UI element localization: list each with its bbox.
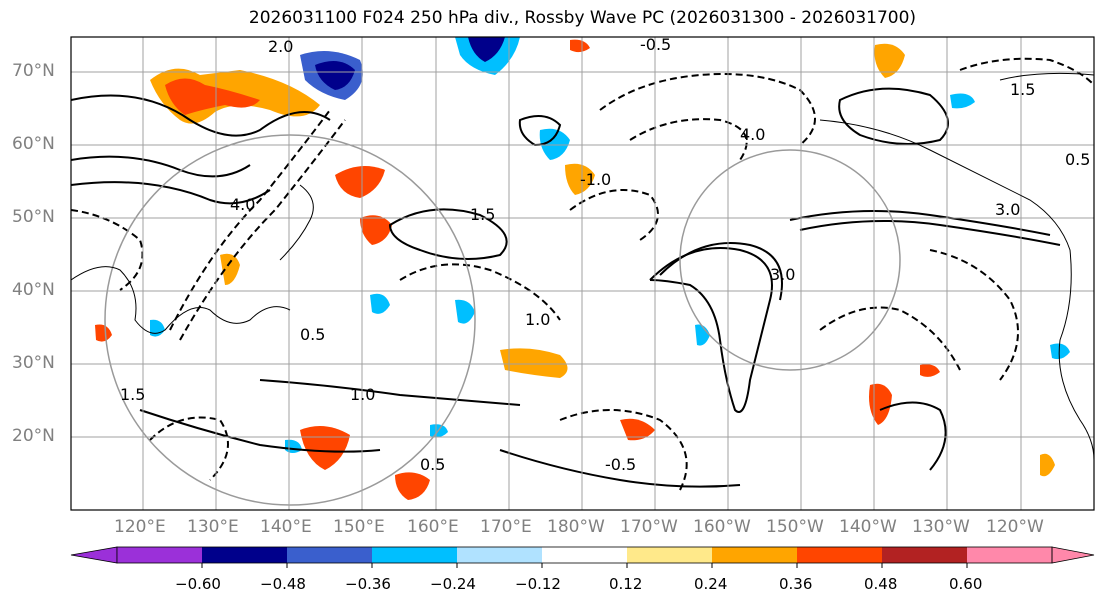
lat-label-40n: 40°N (12, 280, 55, 300)
lon-label-130e: 130°E (187, 517, 239, 537)
colorbar-tick-label: −0.60 (175, 575, 221, 593)
lon-label-170w: 170°W (620, 517, 678, 537)
coastlines (71, 72, 1094, 461)
divergence-shading (95, 37, 1070, 500)
lon-label-120w: 120°W (986, 517, 1044, 537)
lon-label-160e: 160°E (407, 517, 459, 537)
contour-label: 1.5 (1010, 80, 1035, 99)
colorbar-tick-label: 0.48 (864, 575, 898, 593)
lon-label-130w: 130°W (912, 517, 970, 537)
colorbar-tick-label: −0.36 (345, 575, 391, 593)
lon-label-150e: 150°E (333, 517, 385, 537)
contour-label: 1.5 (120, 385, 145, 404)
contour-label: 1.0 (525, 310, 550, 329)
contour-lines-positive (71, 87, 1061, 488)
contour-label: 3.0 (770, 265, 795, 284)
colorbar-extend-high (1051, 546, 1095, 564)
contour-lines-negative (71, 57, 1094, 491)
lon-label-180w: 180°W (547, 517, 605, 537)
rossby-wave-circles (104, 134, 901, 506)
contour-label: -0.5 (640, 35, 671, 54)
contour-label: 3.0 (995, 200, 1020, 219)
colorbar-tick-label: −0.12 (515, 575, 561, 593)
lat-label-30n: 30°N (12, 353, 55, 373)
lon-label-120e: 120°E (114, 517, 166, 537)
colorbar (70, 546, 1095, 568)
lat-label-50n: 50°N (12, 207, 55, 227)
lon-label-170e: 170°E (480, 517, 532, 537)
lon-label-160w: 160°W (693, 517, 751, 537)
lat-label-70n: 70°N (12, 61, 55, 81)
contour-label: 1.5 (470, 205, 495, 224)
lat-label-60n: 60°N (12, 134, 55, 154)
colorbar-tick-label: −0.48 (260, 575, 306, 593)
colorbar-tick-label: −0.24 (430, 575, 476, 593)
contour-label: 4.0 (230, 195, 255, 214)
contour-label: 1.0 (350, 385, 375, 404)
contour-label: 0.5 (420, 455, 445, 474)
contour-label: 0.5 (1065, 150, 1090, 169)
contour-label: 2.0 (268, 37, 293, 56)
lon-label-150w: 150°W (766, 517, 824, 537)
contour-label: -1.0 (580, 170, 611, 189)
graticule (71, 37, 1094, 510)
colorbar-tick-label: 0.36 (779, 575, 813, 593)
colorbar-tick-label: 0.12 (609, 575, 643, 593)
colorbar-tick-label: 0.24 (694, 575, 728, 593)
colorbar-extend-low (70, 546, 118, 564)
contour-label: -0.5 (605, 455, 636, 474)
contour-label: 0.5 (300, 325, 325, 344)
map-frame (70, 36, 1095, 511)
contour-labels: 2.0 -1.0 4.0 1.5 1.0 1.0 0.5 0.5 -0.5 4.… (120, 35, 1090, 474)
lon-label-140w: 140°W (839, 517, 897, 537)
colorbar-tick-label: 0.60 (949, 575, 983, 593)
figure-title: 2026031100 F024 250 hPa div., Rossby Wav… (248, 8, 917, 28)
lat-label-20n: 20°N (12, 426, 55, 446)
lon-label-140e: 140°E (260, 517, 312, 537)
contour-label: 4.0 (740, 125, 765, 144)
